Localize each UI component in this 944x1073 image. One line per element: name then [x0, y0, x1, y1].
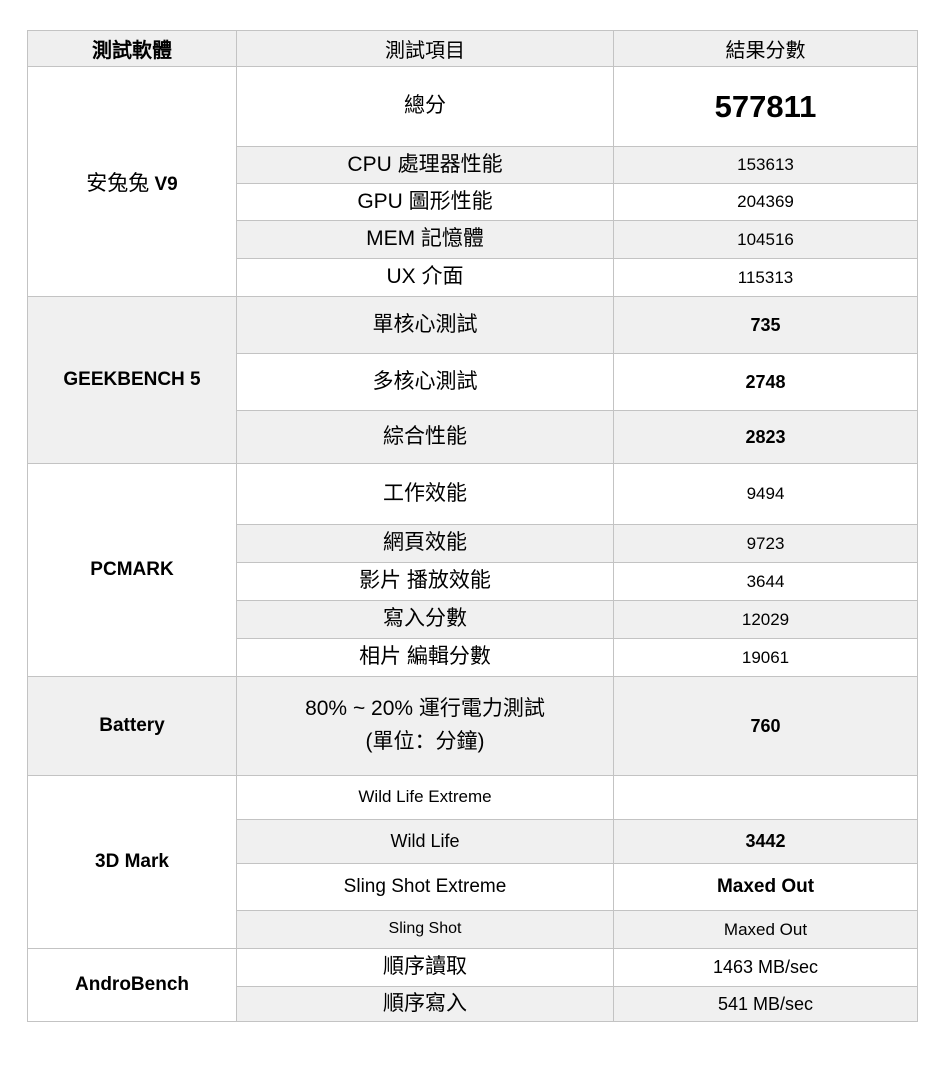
test-item-cell: 順序寫入 — [236, 986, 614, 1022]
table-row: 3D Mark Wild Life Extreme — [27, 775, 918, 949]
table-row: Wild Life 3442 — [28, 819, 918, 864]
result-score-cell: 104516 — [613, 220, 918, 259]
table-row: 綜合性能 2823 — [28, 410, 918, 464]
result-score-cell: 3442 — [613, 819, 918, 864]
table-row: 相片 編輯分數 19061 — [28, 638, 918, 677]
result-score-cell: Maxed Out — [613, 910, 918, 949]
table-header-row: 測試軟體 測試項目 結果分數 — [27, 30, 918, 67]
table-row: MEM 記憶體 104516 — [28, 220, 918, 259]
table-row: 影片 播放效能 3644 — [28, 562, 918, 601]
result-score-cell: 2823 — [613, 410, 918, 464]
software-cell: Battery — [27, 676, 237, 776]
result-score-cell: 2748 — [613, 353, 918, 411]
test-item-cell: 總分 — [236, 66, 614, 147]
result-score-cell: 204369 — [613, 183, 918, 221]
result-score-cell: 12029 — [613, 600, 918, 639]
result-score-cell: 577811 — [613, 66, 918, 147]
benchmark-table: 測試軟體 測試項目 結果分數 安兔兔 V9 總分 577811 CPU 處理器性能 15… — [27, 30, 918, 1022]
result-score-cell: 760 — [613, 676, 918, 776]
test-item-cell: Wild Life — [236, 819, 614, 864]
table-row: CPU 處理器性能 153613 — [28, 146, 918, 184]
test-item-cell: 綜合性能 — [236, 410, 614, 464]
column-header-software: 測試軟體 — [27, 30, 237, 67]
table-row: 網頁效能 9723 — [28, 524, 918, 563]
software-cell: GEEKBENCH 5 — [27, 296, 237, 464]
table-row: Sling Shot Maxed Out — [28, 910, 918, 949]
software-cell: 安兔兔 V9 — [27, 66, 237, 297]
test-item-cell: 順序讀取 — [236, 948, 614, 987]
test-item-cell: 80% ~ 20% 運行電力測試 (單位：分鐘) — [236, 676, 614, 776]
test-item-cell: 寫入分數 — [236, 600, 614, 639]
test-item-cell: Wild Life Extreme — [236, 775, 614, 820]
test-item-cell: 多核心測試 — [236, 353, 614, 411]
test-item-cell: Sling Shot Extreme — [236, 863, 614, 911]
result-score-cell: 735 — [613, 296, 918, 354]
test-item-line2: (單位：分鐘) — [365, 730, 485, 753]
test-item-cell: Sling Shot — [236, 910, 614, 949]
test-item-cell: 網頁效能 — [236, 524, 614, 563]
result-score-cell: 115313 — [613, 258, 918, 297]
software-version: V9 — [149, 173, 178, 195]
column-header-test-item: 測試項目 — [236, 30, 614, 67]
test-item-cell: UX 介面 — [236, 258, 614, 297]
table-row: 安兔兔 V9 總分 577811 — [27, 66, 918, 297]
test-item-cell: 工作效能 — [236, 463, 614, 525]
result-score-cell: Maxed Out — [613, 863, 918, 911]
test-item-cell: CPU 處理器性能 — [236, 146, 614, 184]
software-cell: AndroBench — [27, 948, 237, 1022]
test-item-cell: GPU 圖形性能 — [236, 183, 614, 221]
table-row: GEEKBENCH 5 單核心測試 735 — [27, 296, 918, 464]
software-cell: 3D Mark — [27, 775, 237, 949]
result-score-cell: 541 MB/sec — [613, 986, 918, 1022]
result-score-cell — [613, 775, 918, 820]
result-score-cell: 3644 — [613, 562, 918, 601]
table-row: 順序寫入 541 MB/sec — [28, 986, 918, 1022]
test-item-cell: 相片 編輯分數 — [236, 638, 614, 677]
table-row: 寫入分數 12029 — [28, 600, 918, 639]
table-row: Sling Shot Extreme Maxed Out — [28, 863, 918, 911]
result-score-cell: 9723 — [613, 524, 918, 563]
software-name: 安兔兔 — [86, 170, 150, 195]
table-row: GPU 圖形性能 204369 — [28, 183, 918, 221]
table-row: PCMARK 工作效能 9494 — [27, 463, 918, 677]
result-score-cell: 153613 — [613, 146, 918, 184]
table-row: 多核心測試 2748 — [28, 353, 918, 411]
table-body: 安兔兔 V9 總分 577811 CPU 處理器性能 153613 GPU 圖形性能 204… — [27, 66, 918, 1022]
table-row: Battery 80% ~ 20% 運行電力測試 (單位：分鐘) 760 — [27, 676, 918, 776]
result-score-cell: 19061 — [613, 638, 918, 677]
test-item-cell: MEM 記憶體 — [236, 220, 614, 259]
result-score-cell: 9494 — [613, 463, 918, 525]
table-row: AndroBench 順序讀取 1463 MB/sec — [27, 948, 918, 1022]
test-item-line1: 80% ~ 20% 運行電力測試 — [305, 697, 545, 721]
software-cell: PCMARK — [27, 463, 237, 677]
result-score-cell: 1463 MB/sec — [613, 948, 918, 987]
test-item-cell: 影片 播放效能 — [236, 562, 614, 601]
test-item-cell: 單核心測試 — [236, 296, 614, 354]
column-header-result-score: 結果分數 — [613, 30, 918, 67]
table-row: UX 介面 115313 — [28, 258, 918, 297]
